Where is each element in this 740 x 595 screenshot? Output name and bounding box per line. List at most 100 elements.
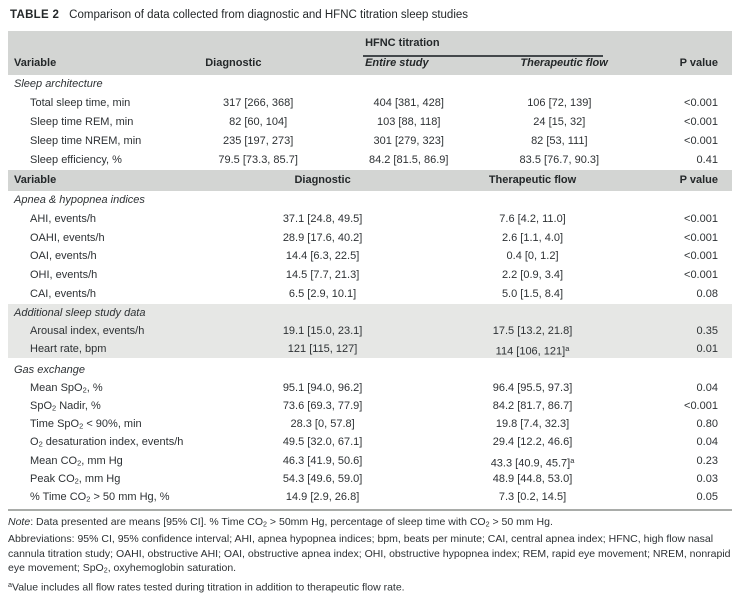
cell-p-value: 0.05 (696, 490, 718, 503)
table-caption-text: Comparison of data collected from diagno… (69, 9, 469, 21)
cell-diagnostic: 6.5 [2.9, 10.1] (288, 287, 357, 300)
cell-therapeutic-flow: 24 [15, 32] (533, 116, 586, 128)
section-header-row: Gas exchange (8, 358, 732, 379)
row-label: OHI, events/h (30, 269, 98, 282)
cell-therapeutic-flow: 0.4 [0, 1.2] (506, 250, 559, 263)
table-row: Sleep efficiency, % 79.5 [73.3, 85.7] 84… (8, 151, 732, 170)
col-header-variable: Variable (14, 57, 57, 69)
column-header-row: Variable Diagnostic Entire study Therape… (8, 53, 732, 75)
cell-therapeutic-flow: 96.4 [95.5, 97.3] (492, 381, 573, 394)
group-header-row: HFNC titration (8, 31, 732, 57)
col-header-entire-study: Entire study (365, 57, 429, 69)
cell-diagnostic: 46.3 [41.9, 50.6] (282, 454, 363, 467)
cell-p-value: <0.001 (684, 269, 718, 282)
cell-p-value: 0.01 (696, 342, 718, 355)
table-row: OAI, events/h 14.4 [6.3, 22.5] 0.4 [0, 1… (8, 247, 732, 266)
table-row: Mean CO2, mm Hg 46.3 [41.9, 50.6] 43.3 [… (8, 452, 732, 470)
note-label: Note (8, 516, 31, 529)
section-header-row: Apnea & hypopnea indices (8, 191, 732, 210)
cell-therapeutic-flow: 83.5 [76.7, 90.3] (519, 154, 600, 166)
table-row: O2 desaturation index, events/h 49.5 [32… (8, 433, 732, 451)
col-header-p-value: P value (679, 174, 718, 186)
row-label: SpO2 Nadir, % (30, 399, 101, 413)
row-label: OAHI, events/h (30, 231, 105, 244)
cell-diagnostic: 28.3 [0, 57.8] (290, 418, 355, 431)
table-row: Total sleep time, min 317 [266, 368] 404… (8, 94, 732, 113)
row-label: Mean SpO2, % (30, 381, 103, 395)
cell-therapeutic-flow: 2.6 [1.1, 4.0] (501, 231, 564, 244)
section-additional-sleep-data: Additional sleep study data Arousal inde… (8, 303, 732, 358)
cell-therapeutic-flow: 84.2 [81.7, 86.7] (492, 399, 573, 412)
row-label: CAI, events/h (30, 287, 97, 300)
section-label: Gas exchange (14, 363, 85, 376)
cell-p-value: 0.80 (696, 418, 718, 431)
cell-entire-study: 301 [279, 323] (373, 135, 444, 147)
cell-p-value: <0.001 (684, 231, 718, 244)
cell-p-value: <0.001 (684, 97, 718, 109)
cell-diagnostic: 73.6 [69.3, 77.9] (282, 399, 363, 412)
cell-diagnostic: 28.9 [17.6, 40.2] (282, 231, 363, 244)
table-caption: TABLE 2 Comparison of data collected from… (10, 9, 732, 21)
primary-header-band: HFNC titration Variable Diagnostic Entir… (8, 31, 732, 75)
cell-therapeutic-flow: 7.3 [0.2, 14.5] (498, 490, 567, 503)
cell-p-value: <0.001 (684, 116, 718, 128)
section-sleep-architecture: Sleep architecture Total sleep time, min… (8, 75, 732, 170)
table-row: % Time CO2 > 50 mm Hg, % 14.9 [2.9, 26.8… (8, 488, 732, 506)
cell-therapeutic-flow: 2.2 [0.9, 3.4] (501, 269, 564, 282)
cell-diagnostic: 14.5 [7.7, 21.3] (285, 269, 360, 282)
cell-diagnostic: 95.1 [94.0, 96.2] (282, 381, 363, 394)
row-label: Arousal index, events/h (30, 324, 145, 337)
col-header-therapeutic-flow: Therapeutic flow (488, 174, 577, 186)
row-label: Peak CO2, mm Hg (30, 472, 121, 486)
row-label: AHI, events/h (30, 212, 97, 225)
table-row: OAHI, events/h 28.9 [17.6, 40.2] 2.6 [1.… (8, 229, 732, 248)
hfnc-titration-group-cell: HFNC titration (333, 31, 634, 57)
cell-entire-study: 84.2 [81.5, 86.9] (368, 154, 449, 166)
section-gas-exchange: Gas exchange Mean SpO2, % 95.1 [94.0, 96… (8, 358, 732, 506)
cell-diagnostic: 19.1 [15.0, 23.1] (282, 324, 363, 337)
table-row: Mean SpO2, % 95.1 [94.0, 96.2] 96.4 [95.… (8, 379, 732, 397)
row-label: O2 desaturation index, events/h (30, 436, 184, 449)
table-row: Peak CO2, mm Hg 54.3 [49.6, 59.0] 48.9 [… (8, 470, 732, 488)
row-label: Time SpO2 < 90%, min (30, 418, 142, 431)
table-notes: Note: Data presented are means [95% CI].… (8, 511, 732, 595)
cell-p-value: 0.04 (696, 436, 718, 449)
cell-p-value: 0.35 (696, 324, 718, 337)
cell-therapeutic-flow: 82 [53, 111] (531, 135, 588, 147)
cell-p-value: 0.03 (696, 472, 718, 485)
cell-diagnostic: 82 [60, 104] (229, 116, 288, 128)
table-row: Heart rate, bpm 121 [115, 127] 114 [106,… (8, 340, 732, 358)
section-label: Additional sleep study data (14, 306, 146, 319)
col-header-diagnostic: Diagnostic (205, 57, 262, 69)
section-label: Sleep architecture (14, 78, 103, 90)
note-line: Note: Data presented are means [95% CI].… (8, 515, 732, 532)
row-label: Total sleep time, min (30, 97, 131, 109)
table-row: Time SpO2 < 90%, min 28.3 [0, 57.8] 19.8… (8, 415, 732, 433)
cell-p-value: 0.04 (696, 381, 718, 394)
col-header-p-value: P value (679, 57, 718, 69)
secondary-header-band: Variable Diagnostic Therapeutic flow P v… (8, 170, 732, 191)
table-row: CAI, events/h 6.5 [2.9, 10.1] 5.0 [1.5, … (8, 285, 732, 304)
section-apnea-hypopnea: Apnea & hypopnea indices AHI, events/h 3… (8, 191, 732, 304)
hfnc-titration-group-label: HFNC titration (363, 31, 604, 57)
section-header-row: Sleep architecture (8, 75, 732, 94)
cell-diagnostic: 317 [266, 368] (222, 97, 294, 109)
cell-therapeutic-flow: 17.5 [13.2, 21.8] (492, 324, 573, 337)
row-label: Mean CO2, mm Hg (30, 454, 123, 467)
cell-diagnostic: 121 [115, 127] (287, 342, 358, 355)
table-row: OHI, events/h 14.5 [7.7, 21.3] 2.2 [0.9,… (8, 266, 732, 285)
table-row: AHI, events/h 37.1 [24.8, 49.5] 7.6 [4.2… (8, 210, 732, 229)
row-label: % Time CO2 > 50 mm Hg, % (30, 490, 170, 504)
cell-entire-study: 404 [381, 428] (373, 97, 444, 109)
cell-therapeutic-flow: 48.9 [44.8, 53.0] (492, 472, 573, 485)
cell-therapeutic-flow: 29.4 [12.2, 46.6] (492, 436, 573, 449)
abbreviations-line: Abbreviations: 95% CI, 95% confidence in… (8, 532, 731, 575)
cell-therapeutic-flow: 19.8 [7.4, 32.3] (495, 418, 570, 431)
cell-diagnostic: 79.5 [73.3, 85.7] (218, 154, 298, 166)
row-label: Heart rate, bpm (30, 342, 107, 355)
cell-p-value: 0.41 (696, 154, 718, 166)
cell-diagnostic: 49.5 [32.0, 67.1] (282, 436, 363, 449)
section-header-row: Additional sleep study data (8, 304, 732, 322)
cell-diagnostic: 14.4 [6.3, 22.5] (285, 250, 360, 263)
